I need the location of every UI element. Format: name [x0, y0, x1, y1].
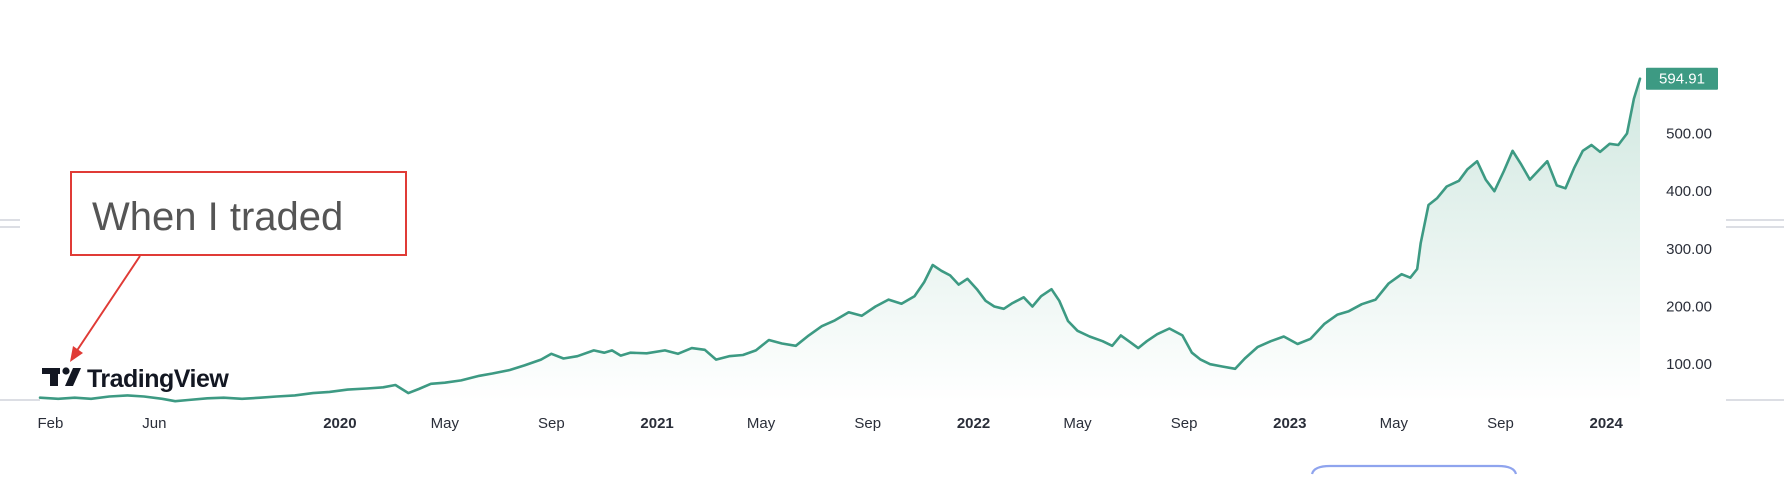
last-price-badge: 594.91	[1646, 67, 1718, 90]
y-tick-label: 400.00	[1666, 183, 1712, 200]
y-axis: 100.00 200.00 300.00 400.00 500.00	[1666, 126, 1712, 374]
frame-lines	[0, 219, 1784, 401]
last-price-label: 594.91	[1659, 71, 1705, 88]
y-tick-label: 200.00	[1666, 299, 1712, 316]
y-tick-label: 100.00	[1666, 356, 1712, 373]
x-tick-label: Sep	[1487, 415, 1514, 432]
x-tick-label: May	[1380, 415, 1409, 432]
x-tick-label: Sep	[538, 415, 565, 432]
x-tick-label: 2020	[323, 415, 356, 432]
x-tick-label: Sep	[854, 415, 881, 432]
x-tick-label: 2024	[1590, 415, 1624, 432]
x-tick-label: 2022	[957, 415, 990, 432]
annotation-arrow-line	[75, 255, 141, 353]
annotation-arrowhead	[70, 346, 83, 362]
x-tick-label: 2023	[1273, 415, 1306, 432]
tradingview-logo: TradingView	[42, 365, 230, 393]
area-fill	[40, 78, 1640, 402]
x-tick-label: May	[431, 415, 460, 432]
annotation: When I traded	[70, 171, 407, 362]
series-line	[38, 77, 1642, 403]
tradingview-logo-icon	[42, 367, 81, 386]
tradingview-logo-text: TradingView	[87, 365, 229, 393]
y-tick-label: 500.00	[1666, 126, 1712, 143]
x-tick-label: Feb	[37, 415, 63, 432]
y-tick-label: 300.00	[1666, 241, 1712, 258]
x-tick-label: 2021	[640, 415, 673, 432]
annotation-text: When I traded	[92, 195, 343, 239]
x-axis: Feb Jun 2020 May Sep 2021 May Sep 2022 May Sep 2023…	[37, 415, 1623, 432]
annotation-box	[70, 171, 407, 256]
x-tick-label: Sep	[1171, 415, 1198, 432]
x-tick-label: Jun	[142, 415, 166, 432]
x-tick-label: May	[1063, 415, 1092, 432]
last-price-badge-bg	[1646, 67, 1718, 90]
range-selector-control[interactable]	[1310, 464, 1518, 475]
plot-area	[38, 77, 1642, 403]
x-tick-label: May	[747, 415, 776, 432]
